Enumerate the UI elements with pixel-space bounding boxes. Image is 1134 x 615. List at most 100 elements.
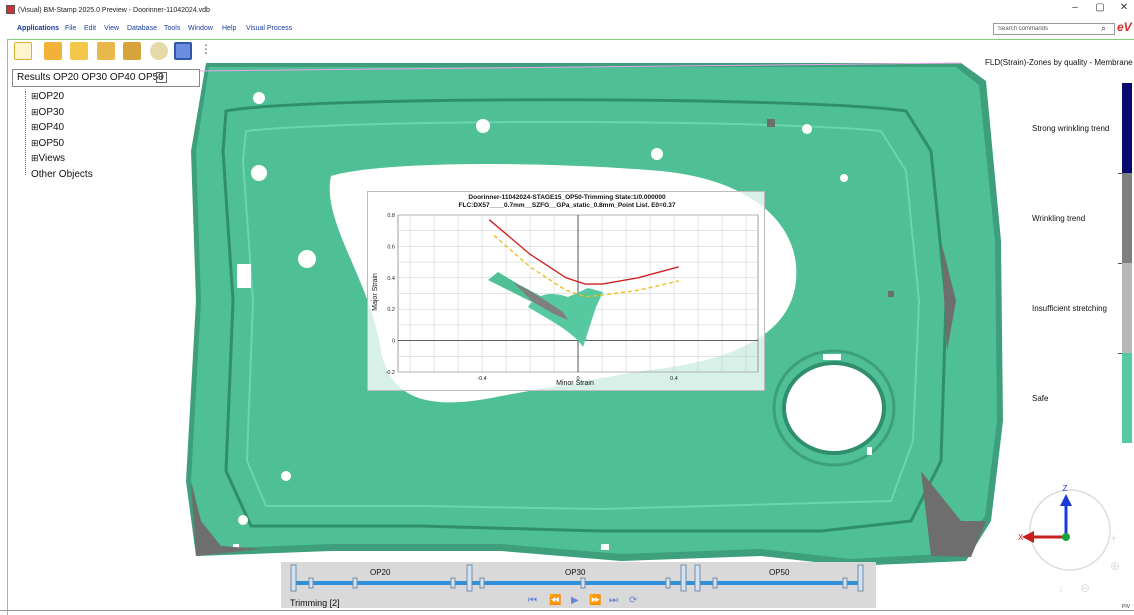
tree-item-label: Other Objects <box>31 168 93 180</box>
results-label[interactable]: Results OP20 OP30 OP40 OP50 + <box>12 69 200 87</box>
maximize-button[interactable]: ▢ <box>1095 2 1105 13</box>
import-icon[interactable] <box>14 42 32 60</box>
legend-swatch-wrinkling <box>1122 173 1132 263</box>
legend-label-wrinkling: Wrinkling trend <box>1032 214 1086 223</box>
legend-tick <box>1118 263 1122 264</box>
fld-series-line-0 <box>488 219 679 285</box>
minimize-button[interactable]: – <box>1072 2 1078 13</box>
settings-warning-icon[interactable] <box>150 42 168 60</box>
legend-color-bar <box>1122 83 1132 443</box>
menu-view[interactable]: View <box>104 25 120 32</box>
fld-scatter-wrinkling <box>513 282 568 320</box>
expand-icon[interactable]: ⊞ <box>31 106 39 117</box>
menu-window[interactable]: Window <box>188 25 213 32</box>
fld-y-tick-label: -0.2 <box>386 370 395 376</box>
title-bar: (Visual) BM-Stamp 2025.0 Preview - Doori… <box>0 0 1134 20</box>
expand-icon[interactable]: ⊞ <box>31 153 39 163</box>
fld-series-line-1 <box>493 234 679 298</box>
close-button[interactable]: ✕ <box>1119 2 1129 13</box>
legend-swatch-insufficient <box>1122 263 1132 353</box>
triad-z-label: Z <box>1063 484 1068 493</box>
fld-chart: -0.4 0 0.4 0.8 0.6 0.4 0.2 0 -0.2 Minor Strain M… <box>372 213 759 387</box>
menu-database[interactable]: Database <box>127 25 157 32</box>
tree-item-views[interactable]: ⊞Views <box>23 153 93 169</box>
fld-y-tick-label: 0.2 <box>387 307 395 313</box>
grid-icon[interactable] <box>70 42 88 60</box>
export-icon[interactable] <box>44 42 62 60</box>
tree-item-op40[interactable]: ⊞OP40 <box>23 122 93 138</box>
play-icon[interactable]: ▶ <box>571 595 579 606</box>
fld-chart-panel[interactable]: Doorinner-11042024-STAGE15_OP50-Trimming… <box>367 191 765 391</box>
menu-help[interactable]: Help <box>222 25 237 32</box>
menu-edit[interactable]: Edit <box>84 25 97 32</box>
legend-title: FLD(Strain)-Zones by quality - Membrane <box>985 58 1133 67</box>
next-icon[interactable]: ⏩ <box>589 595 602 606</box>
tree-item-label: OP20 <box>38 91 65 102</box>
fld-title-line1: Doorinner-11042024-STAGE15_OP50-Trimming… <box>468 194 666 201</box>
more-icon[interactable]: ⋮ <box>200 42 212 56</box>
status-bar <box>0 610 1134 615</box>
results-tree: ⊞OP20 ⊞OP30 ⊞OP40 ⊞OP50 ⊞Views Other Obj… <box>23 91 93 184</box>
menu-tools[interactable]: Tools <box>164 25 181 32</box>
fld-y-tick-label: 0.6 <box>387 244 395 250</box>
svg-text:+: + <box>1110 531 1117 545</box>
triad-x-label: X <box>1018 533 1024 542</box>
fld-x-tick-label: -0.4 <box>477 376 486 382</box>
search-icon[interactable]: ⌕ <box>1101 23 1107 33</box>
ev-logo: eV <box>1117 20 1132 34</box>
add-result-button[interactable]: + <box>156 72 167 83</box>
fld-ylabel: Major Strain <box>372 273 379 311</box>
tree-item-label: OP30 <box>38 106 65 118</box>
orientation-triad[interactable]: Z X + ⊕ ⊖ ↓ <box>1010 480 1134 615</box>
menu-visual-process[interactable]: Visual Process <box>246 25 293 32</box>
stage-label-op50[interactable]: OP50 <box>769 568 790 577</box>
fld-y-tick-label: 0 <box>392 339 395 345</box>
fld-plot-icon[interactable] <box>174 42 192 60</box>
fld-title-line2: FLC:DX57____0.7mm__SZFG__GPa_static_0.8m… <box>458 202 676 209</box>
stage-label-op30[interactable]: OP30 <box>565 568 586 577</box>
svg-text:⊕: ⊕ <box>1110 559 1120 573</box>
menu-file[interactable]: File <box>65 25 77 32</box>
expand-icon[interactable]: ⊞ <box>31 122 39 132</box>
menu-bar: Applications File Edit View Database Too… <box>0 21 1134 37</box>
tree-guide-line <box>25 91 26 175</box>
loop-icon[interactable]: ⟳ <box>629 595 638 606</box>
prev-icon[interactable]: ⏪ <box>549 595 562 606</box>
fld-y-tick-label: 0.4 <box>387 276 395 282</box>
legend-tick <box>1118 173 1122 174</box>
compare-icon[interactable] <box>97 42 115 60</box>
tree-item-op20[interactable]: ⊞OP20 <box>23 91 93 107</box>
legend-swatch-strong-wrinkling <box>1122 83 1132 173</box>
legend-label-strong-wrinkling: Strong wrinkling trend <box>1032 124 1110 133</box>
legend-swatch-safe <box>1122 353 1132 443</box>
menu-applications[interactable]: Applications <box>17 25 60 32</box>
tree-item-op30[interactable]: ⊞OP30 <box>23 107 93 123</box>
tree-item-op50[interactable]: ⊞OP50 <box>23 138 93 154</box>
fld-xlabel: Minor Strain <box>556 380 594 387</box>
fld-x-tick-label: 0.4 <box>670 376 678 382</box>
fld-y-tick-label: 0.8 <box>387 213 395 219</box>
expand-icon[interactable]: ⊞ <box>31 137 39 148</box>
app-icon <box>6 5 15 14</box>
results-title: Results OP20 OP30 OP40 OP50 <box>17 72 164 83</box>
tree-item-label: OP40 <box>38 122 65 133</box>
tree-item-other-objects[interactable]: Other Objects <box>23 169 93 185</box>
stage-label-op20[interactable]: OP20 <box>370 568 391 577</box>
last-icon[interactable]: ⏭ <box>609 595 618 606</box>
command-search-input[interactable] <box>993 23 1115 35</box>
legend-label-safe: Safe <box>1032 394 1049 403</box>
tree-item-label: Views <box>38 153 66 164</box>
legend-tick <box>1118 353 1122 354</box>
tree-item-label: OP50 <box>38 137 65 149</box>
expand-icon[interactable]: ⊞ <box>31 91 39 101</box>
svg-text:⊖: ⊖ <box>1080 581 1090 595</box>
fld-scatter-cloud <box>488 272 588 342</box>
timeline-status: Trimming [2] <box>290 598 340 608</box>
legend-label-insufficient: Insufficient stretching <box>1032 304 1108 313</box>
corner-label: PIV <box>1122 604 1131 610</box>
first-icon[interactable]: ⏮ <box>528 595 537 606</box>
window-title: (Visual) BM-Stamp 2025.0 Preview - Doori… <box>18 7 210 14</box>
layers-icon[interactable] <box>123 42 141 60</box>
process-timeline[interactable]: OP20 OP30 OP50 Trimming [2] ⏮ ⏪ ▶ ⏩ ⏭ ⟳ <box>281 562 876 608</box>
